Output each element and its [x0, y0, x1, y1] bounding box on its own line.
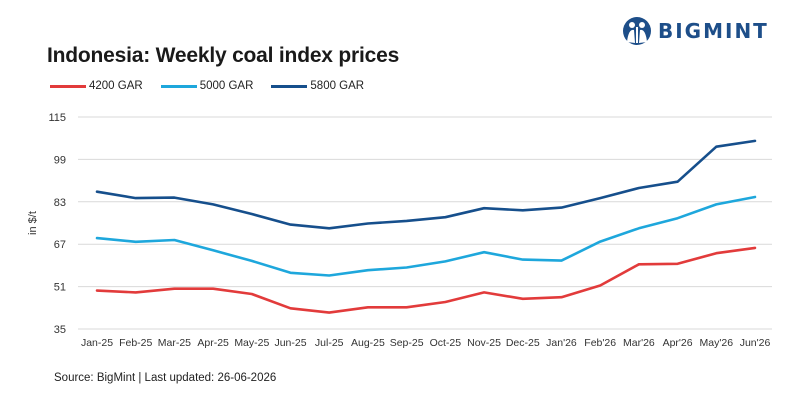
chart-title: Indonesia: Weekly coal index prices [47, 44, 400, 67]
y-tick-label: 115 [48, 112, 66, 124]
x-tick-label: Jul-25 [315, 337, 344, 349]
y-tick-label: 99 [54, 154, 66, 166]
grid-lines [78, 116, 772, 330]
series-line-5000-gar [95, 195, 757, 277]
legend-label-5800: 5800 GAR [310, 80, 365, 92]
x-tick-label: Apr'26 [663, 337, 693, 349]
y-tick-label: 35 [54, 324, 66, 336]
y-tick-label: 51 [54, 282, 66, 294]
legend-swatch-5800 [271, 84, 308, 88]
bigmint-logo-icon [623, 17, 651, 45]
legend-item-4200: 4200 GAR [50, 80, 143, 92]
legend-item-5800: 5800 GAR [271, 80, 364, 92]
legend-swatch-5000 [160, 84, 197, 88]
legend-label-4200: 4200 GAR [89, 80, 143, 92]
series-line-5800-gar [95, 139, 757, 230]
x-tick-label: Sep-25 [390, 337, 424, 349]
x-axis-ticks: Jan-25 Feb-25 Mar-25 Apr-25 May-25 Jun-25 Jul-… [81, 337, 771, 349]
x-tick-label: Nov-25 [467, 337, 501, 349]
x-tick-label: May'26 [700, 337, 734, 349]
legend-swatch-4200 [50, 84, 86, 88]
series-line-4200-gar [95, 246, 757, 314]
x-tick-label: Jan-25 [81, 337, 113, 349]
brand-name: BIGMINT [658, 19, 769, 43]
x-tick-label: Feb-25 [119, 337, 152, 349]
legend-label-5000: 5000 GAR [199, 80, 254, 92]
x-tick-label: Mar'26 [623, 337, 655, 349]
x-tick-label: Apr-25 [197, 337, 229, 349]
x-tick-label: May-25 [234, 337, 269, 349]
y-tick-label: 67 [54, 239, 66, 251]
y-axis-ticks: 35 51 67 83 99 115 [48, 112, 66, 336]
y-tick-label: 83 [54, 197, 66, 209]
x-tick-label: Dec-25 [506, 337, 540, 349]
chart-legend: 4200 GAR 5000 GAR 5800 GAR [50, 80, 382, 92]
x-tick-label: Aug-25 [351, 337, 385, 349]
x-tick-label: Mar-25 [158, 337, 191, 349]
x-tick-label: Feb'26 [584, 337, 616, 349]
x-tick-label: Jun-25 [274, 337, 306, 349]
y-axis-label: in $/t [27, 211, 39, 235]
x-tick-label: Oct-25 [430, 337, 462, 349]
x-tick-label: Jan'26 [546, 337, 577, 349]
x-tick-label: Jun'26 [740, 337, 771, 349]
source-note: Source: BigMint | Last updated: 26-06-20… [54, 372, 277, 384]
series-lines [95, 139, 757, 314]
legend-item-5000: 5000 GAR [160, 80, 254, 92]
brand-logo: BIGMINT [622, 16, 769, 46]
